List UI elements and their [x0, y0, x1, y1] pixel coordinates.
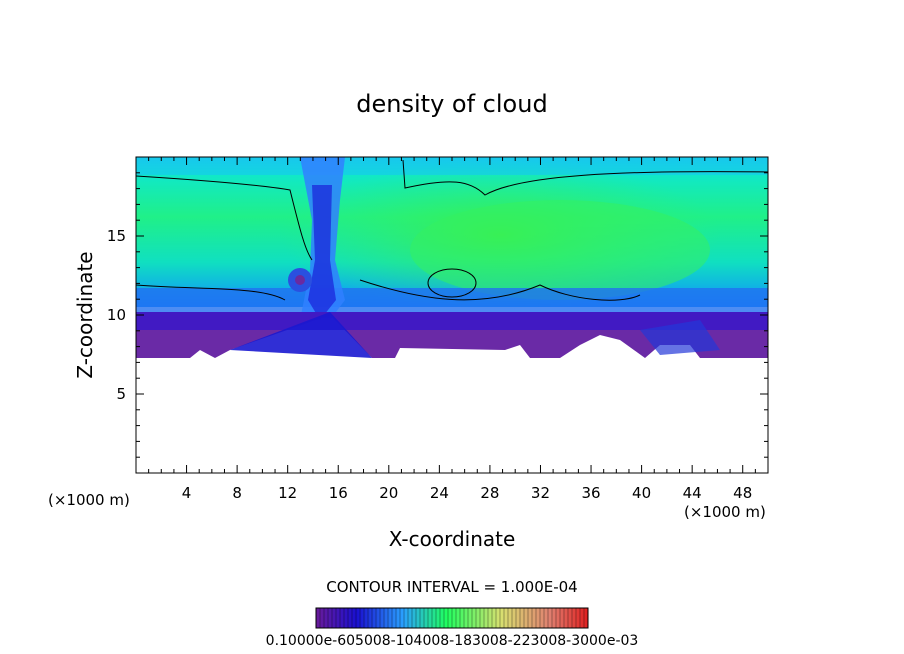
- x-tick-label: 16: [329, 484, 348, 502]
- contour-interval-label: CONTOUR INTERVAL = 1.000E-04: [326, 578, 577, 596]
- y-tick-label: 5: [116, 385, 126, 403]
- y-tick-label: 15: [107, 227, 126, 245]
- chart-title: density of cloud: [356, 90, 547, 118]
- x-tick-label: 40: [632, 484, 651, 502]
- x-tick-label: 12: [278, 484, 297, 502]
- x-tick-label: 32: [531, 484, 550, 502]
- x-tick-label: 44: [683, 484, 702, 502]
- x-tick-label: 48: [733, 484, 752, 502]
- y-tick-label: 10: [107, 306, 126, 324]
- x-tick-label: 24: [430, 484, 449, 502]
- heatmap-field: [136, 157, 768, 473]
- x-tick-label: 28: [480, 484, 499, 502]
- x-tick-label: 20: [379, 484, 398, 502]
- x-tick-label: 36: [581, 484, 600, 502]
- y-axis-label: Z-coordinate: [73, 251, 97, 378]
- x-unit-left: (×1000 m): [48, 491, 130, 509]
- x-axis-label: X-coordinate: [389, 527, 516, 551]
- x-tick-label: 4: [182, 484, 192, 502]
- x-tick-label: 8: [232, 484, 242, 502]
- x-unit-right: (×1000 m): [684, 503, 766, 521]
- colorbar-labels: 0.10000e-605008-104008-183008-223008-300…: [266, 633, 639, 649]
- colorbar-ticks: [315, 608, 589, 628]
